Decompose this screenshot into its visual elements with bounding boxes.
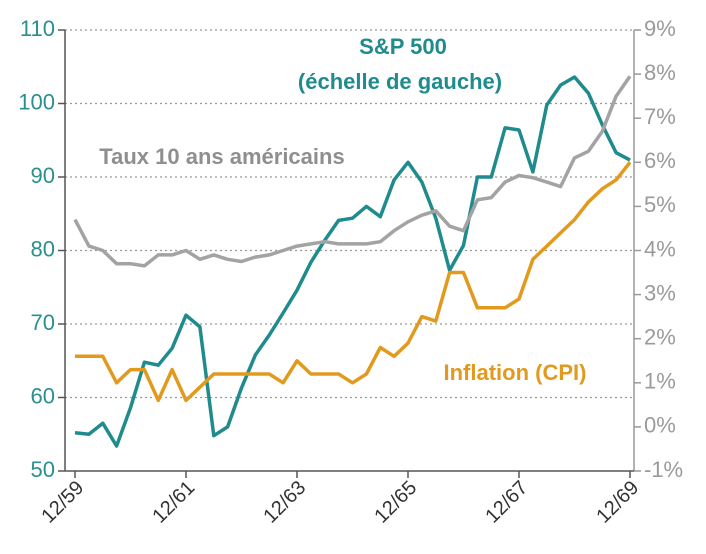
- y2-tick-label: 8%: [644, 60, 676, 85]
- y2-tick-label: 3%: [644, 280, 676, 305]
- x-tick-label: 12/59: [37, 477, 88, 528]
- line-series: [75, 161, 632, 403]
- annotation: Taux 10 ans américains: [99, 144, 344, 169]
- y-tick-label: 100: [18, 89, 55, 114]
- y2-tick-label: 0%: [644, 413, 676, 438]
- line-series: [73, 75, 632, 268]
- y2-tick-label: -1%: [644, 457, 683, 482]
- y-tick-label: 80: [31, 236, 55, 261]
- x-tick-label: 12/67: [481, 477, 532, 528]
- annotation: S&P 500: [359, 34, 447, 59]
- y2-tick-label: 6%: [644, 148, 676, 173]
- y-tick-label: 50: [31, 457, 55, 482]
- y-tick-label: 110: [20, 16, 55, 41]
- y-tick-label: 70: [31, 310, 55, 335]
- y-tick-label: 90: [31, 163, 55, 188]
- x-tick-label: 12/69: [592, 477, 643, 528]
- y2-tick-label: 5%: [644, 192, 676, 217]
- line-series: [74, 75, 631, 448]
- annotation: (échelle de gauche): [298, 69, 502, 94]
- y2-tick-label: 7%: [644, 104, 676, 129]
- annotation: Inflation (CPI): [444, 360, 587, 385]
- y2-tick-label: 4%: [644, 236, 676, 261]
- x-tick-label: 12/61: [148, 477, 199, 528]
- y2-tick-label: 1%: [644, 369, 676, 394]
- x-tick-label: 12/65: [370, 477, 421, 528]
- x-tick-label: 12/63: [259, 477, 310, 528]
- y2-tick-label: 9%: [644, 16, 676, 41]
- y-tick-label: 60: [31, 383, 55, 408]
- y2-tick-label: 2%: [644, 325, 676, 350]
